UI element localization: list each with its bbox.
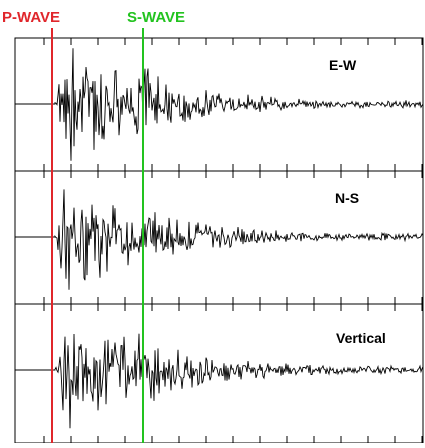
channel-label: N-S [335, 190, 359, 206]
panel-vertical: Vertical [14, 303, 424, 444]
panel-ticks [15, 38, 423, 171]
panel-frame [14, 37, 424, 172]
p-wave-label: P-WAVE [2, 9, 60, 26]
s-wave-label: S-WAVE [127, 9, 185, 26]
waveform-trace [15, 48, 424, 161]
panel-ticks [15, 171, 423, 304]
waveform-trace [15, 333, 424, 429]
waveform-trace [15, 189, 424, 290]
channel-label: E-W [329, 57, 357, 73]
panel-ew: E-W [14, 37, 424, 172]
panel-ns: N-S [14, 170, 424, 305]
channel-label: Vertical [336, 330, 386, 346]
